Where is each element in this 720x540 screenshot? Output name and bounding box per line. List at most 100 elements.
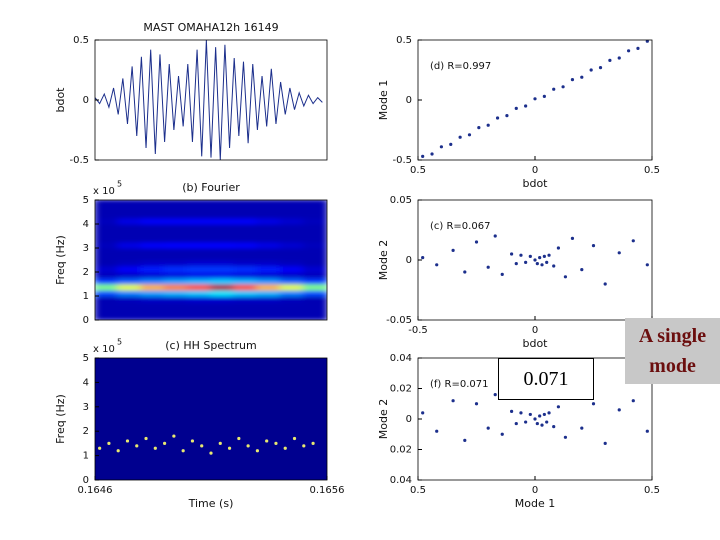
scatter-point [500, 272, 504, 276]
heatmap-cell [210, 265, 236, 273]
scatter-point [451, 248, 455, 252]
heatmap-cell [95, 253, 120, 261]
heatmap-cell [186, 241, 212, 249]
scatter-point [542, 94, 546, 98]
heatmap-cell [140, 253, 166, 261]
scatter-point [449, 142, 453, 146]
heatmap-cell [163, 217, 189, 225]
scatter-point [493, 393, 497, 397]
heatmap-cell [279, 307, 305, 315]
heatmap-cell [186, 223, 212, 231]
heatmap-cell [233, 241, 259, 249]
scatter-point [421, 256, 425, 260]
x-tick-label: -0.5 [408, 325, 428, 336]
heatmap-cell [95, 229, 120, 237]
heatmap-cell [163, 200, 189, 207]
heatmap-cell [302, 205, 327, 213]
y-tick-label: 5 [83, 195, 89, 206]
heatmap-cell [95, 259, 120, 267]
scatter-point [589, 68, 593, 72]
heatmap-cell [256, 301, 282, 309]
heatmap-cell [117, 223, 143, 231]
heatmap-cell [233, 229, 259, 237]
heatmap-cell [233, 247, 259, 255]
heatmap-cell [186, 205, 212, 213]
heatmap-cell [302, 253, 327, 261]
scatter-point [500, 432, 504, 436]
y-tick-label: 0.04 [390, 475, 412, 486]
heatmap-cell [279, 283, 305, 291]
heatmap-cell [95, 313, 120, 320]
x-tick-label: 0.1656 [310, 485, 345, 496]
y-tick-label: 0.5 [73, 35, 89, 46]
heatmap-cell [279, 265, 305, 273]
y-tick-label: 0 [83, 95, 89, 106]
scatter-point [591, 402, 596, 406]
heatmap-cell [256, 200, 282, 207]
heatmap-cell [233, 301, 259, 309]
plot-marks [421, 234, 649, 286]
y-tick-label: 3 [83, 243, 89, 254]
heatmap-cell [210, 200, 236, 207]
panel-title: MAST OMAHA12h 16149 [143, 21, 278, 34]
heatmap-cell [95, 301, 120, 309]
heatmap-cell [140, 235, 166, 243]
heatmap-cell [140, 205, 166, 213]
heatmap-cell [256, 235, 282, 243]
heatmap-cell [95, 271, 120, 279]
plot-area [95, 358, 327, 480]
scatter-point [200, 444, 204, 448]
heatmap-cell [302, 313, 327, 320]
y-axis-label: bdot [54, 87, 67, 113]
axes-frame [94, 199, 328, 321]
heatmap-cell [95, 200, 120, 207]
scatter-point [439, 145, 443, 149]
scatter-point [591, 244, 596, 248]
scatter-point [435, 429, 439, 433]
heatmap-cell [186, 235, 212, 243]
scatter-point [237, 436, 241, 441]
heatmap-cell [117, 253, 143, 261]
heatmap-cell [256, 289, 282, 297]
scatter-point [510, 409, 514, 413]
heatmap-cell [210, 235, 236, 243]
panel-annotation: (c) R=0.067 [430, 221, 490, 232]
heatmap-cell [279, 241, 305, 249]
x-tick-label: 0.5 [644, 485, 660, 496]
heatmap-cell [117, 217, 143, 225]
scatter-point [135, 444, 139, 448]
scatter-point [181, 449, 185, 453]
heatmap-cell [233, 277, 259, 285]
scatter-point [556, 246, 561, 250]
heatmap-cell [140, 241, 166, 249]
heatmap-cell [117, 289, 143, 297]
y-tick-label: 0.04 [390, 353, 412, 364]
scatter-point [495, 116, 500, 120]
scatter-point [514, 106, 518, 110]
scatter-point [458, 135, 462, 139]
heatmap-cell [256, 229, 282, 237]
heatmap-cell [117, 283, 143, 291]
scatter-point [631, 399, 635, 403]
heatmap-cell [163, 235, 189, 243]
scatter-point [430, 152, 434, 156]
axis-multiplier: x 10 [93, 186, 115, 197]
heatmap-cell [163, 289, 189, 297]
y-tick-label: 4 [83, 219, 89, 230]
heatmap-cell [233, 259, 259, 267]
heatmap-cell [117, 271, 143, 279]
heatmap-cell [140, 307, 166, 315]
heatmap-cell [140, 247, 166, 255]
heatmap-cell [210, 253, 236, 261]
y-axis-label: Mode 2 [377, 240, 390, 280]
heatmap-cell [233, 211, 259, 219]
x-tick-label: 0.5 [410, 165, 426, 176]
heatmap-cell [163, 313, 189, 320]
heatmap-cell [302, 241, 327, 249]
y-tick-label: 0 [83, 315, 89, 326]
heatmap-cell [163, 301, 189, 309]
scatter-point [533, 417, 537, 421]
y-axis-label: Freq (Hz) [54, 394, 67, 444]
scatter-point [563, 435, 568, 439]
heatmap-cell [186, 253, 212, 261]
